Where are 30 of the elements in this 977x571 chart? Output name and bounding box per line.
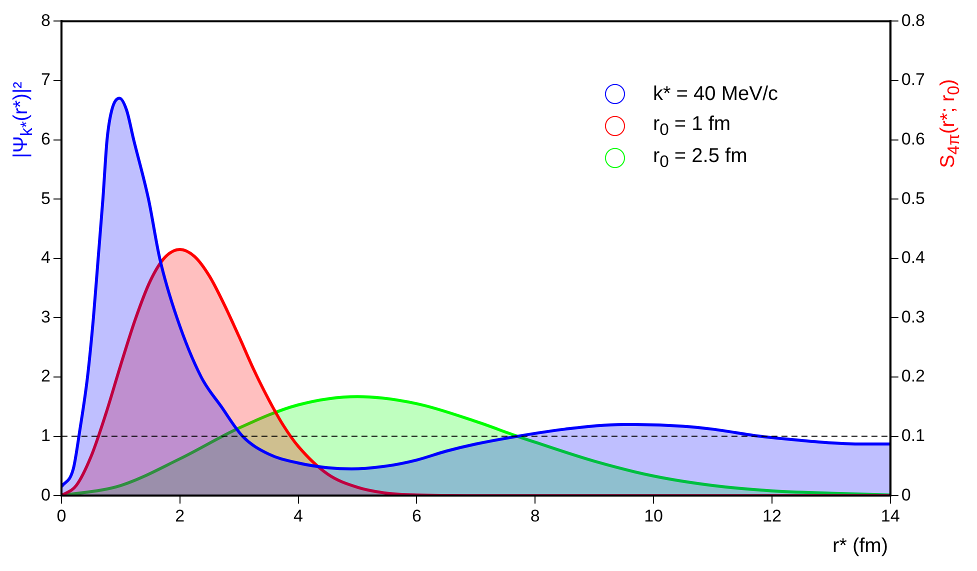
y-tick-label: 0 (40, 485, 50, 504)
y2-tick-label: 0.6 (901, 129, 926, 148)
y2-tick-label: 0.2 (901, 366, 926, 386)
x-axis-title: r* (fm) (832, 535, 888, 558)
x-tick-label: 2 (175, 506, 185, 526)
y2-tick-label: 0 (901, 485, 911, 504)
y-tick-label: 8 (40, 10, 50, 30)
x-tick-label: 10 (644, 506, 663, 526)
x-tick-label: 4 (294, 506, 304, 526)
x-tick-label: 8 (530, 506, 540, 526)
legend-label: k* = 40 MeV/c (652, 82, 778, 106)
x-tick-label: 14 (880, 506, 900, 526)
legend-label: r$_{0}$ = 2.5 fm (652, 144, 748, 172)
y2-tick-label: 0.1 (901, 426, 926, 445)
x-tick-label: 6 (412, 506, 422, 526)
y-tick-label: 6 (40, 129, 50, 148)
y2-tick-label: 0.4 (901, 248, 926, 268)
y-tick-label: 5 (40, 188, 50, 208)
y-tick-label: 7 (40, 70, 50, 90)
y-tick-label: 4 (40, 248, 50, 268)
y-tick-label: 1 (40, 426, 50, 445)
x-tick-label: 12 (762, 506, 782, 526)
y2-tick-label: 0.5 (901, 188, 926, 208)
y2-tick-label: 0.3 (901, 307, 926, 326)
y-tick-label: 3 (40, 307, 50, 326)
y2-tick-label: 0.8 (901, 10, 926, 30)
y2-tick-label: 0.7 (901, 70, 926, 90)
y-tick-label: 2 (40, 366, 50, 386)
x-tick-label: 0 (56, 506, 66, 526)
legend-label: r$_{0}$ = 1 fm (652, 112, 731, 140)
